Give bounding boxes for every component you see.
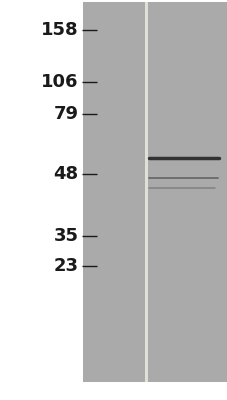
Bar [144,2,148,382]
Text: 106: 106 [41,73,78,91]
Text: 79: 79 [53,105,78,123]
Text: 158: 158 [41,21,78,39]
Bar [83,2,144,382]
Bar [148,2,227,382]
Text: 48: 48 [53,165,78,183]
Text: 35: 35 [53,227,78,245]
Text: 23: 23 [53,257,78,275]
